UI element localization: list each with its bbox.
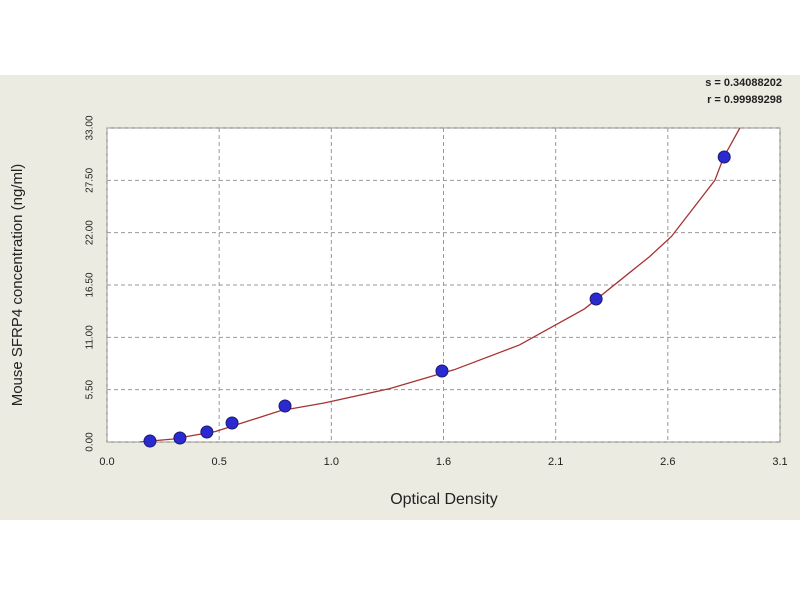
x-tick-label: 2.6 — [660, 456, 675, 468]
annotation: s = 0.34088202 — [705, 77, 782, 89]
data-point — [143, 434, 157, 448]
y-tick-label: 16.50 — [85, 272, 96, 297]
x-tick-label: 0.5 — [212, 456, 227, 468]
data-point — [589, 292, 603, 306]
fit-curve — [139, 127, 741, 442]
data-point — [278, 399, 292, 413]
y-tick-label: 11.00 — [85, 325, 96, 350]
data-point — [717, 150, 731, 164]
data-point — [435, 364, 449, 378]
y-axis-label: Mouse SFRP4 concentration (ng/ml) — [9, 164, 26, 407]
y-tick-label: 27.50 — [85, 167, 96, 192]
annotation: r = 0.99989298 — [707, 94, 782, 106]
data-point — [173, 431, 187, 445]
x-tick-label: 3.1 — [772, 456, 787, 468]
y-tick-label: 33.00 — [85, 115, 96, 140]
data-point — [200, 425, 214, 439]
y-tick-label: 5.50 — [85, 379, 96, 399]
x-axis-label: Optical Density — [390, 491, 498, 508]
x-tick-label: 2.1 — [548, 456, 563, 468]
y-tick-label: 22.00 — [85, 220, 96, 245]
x-tick-label: 1.0 — [324, 456, 339, 468]
data-point — [225, 416, 239, 430]
y-tick-label: 0.00 — [85, 432, 96, 452]
x-tick-label: 0.0 — [99, 456, 114, 468]
x-tick-label: 1.6 — [436, 456, 451, 468]
